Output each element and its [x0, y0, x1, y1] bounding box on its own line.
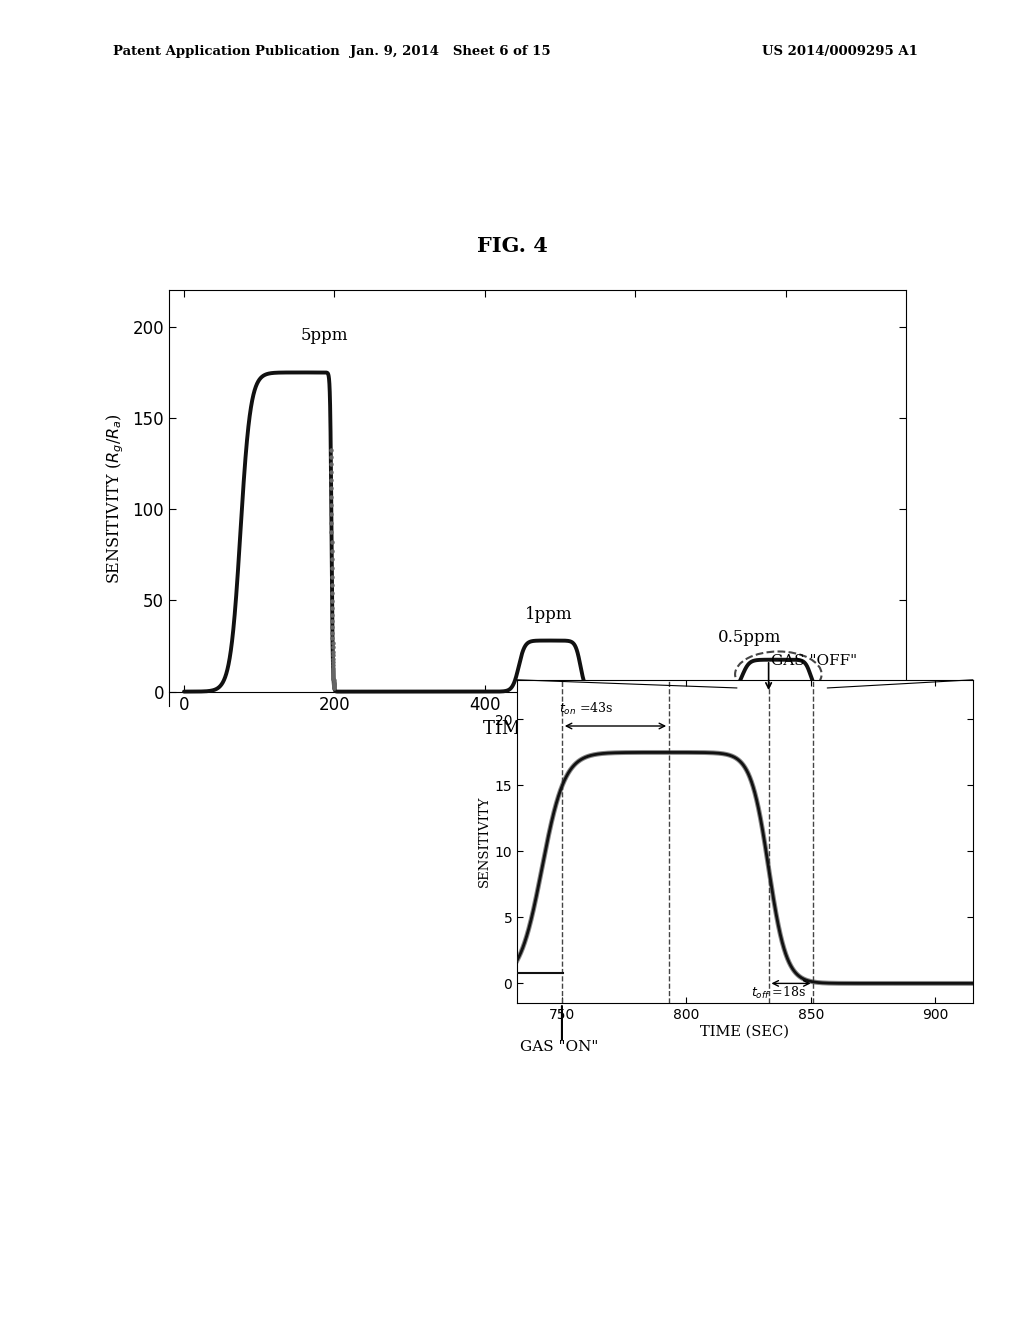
Text: 0.5ppm: 0.5ppm: [718, 630, 781, 647]
X-axis label: TIME (SEC): TIME (SEC): [700, 1024, 790, 1039]
Text: $t_{on}$ =43s: $t_{on}$ =43s: [559, 701, 613, 717]
Text: Jan. 9, 2014   Sheet 6 of 15: Jan. 9, 2014 Sheet 6 of 15: [350, 45, 551, 58]
X-axis label: TIME (SEC): TIME (SEC): [483, 719, 592, 738]
Text: $t_{off}$ =18s: $t_{off}$ =18s: [752, 985, 806, 1001]
Text: 5ppm: 5ppm: [301, 326, 348, 343]
Text: Patent Application Publication: Patent Application Publication: [113, 45, 339, 58]
Text: 1ppm: 1ppm: [525, 606, 572, 623]
Y-axis label: SENSITIVITY ($R_g$/$R_a$): SENSITIVITY ($R_g$/$R_a$): [103, 413, 126, 583]
Text: US 2014/0009295 A1: US 2014/0009295 A1: [762, 45, 918, 58]
Text: FIG. 4: FIG. 4: [476, 236, 548, 256]
Text: GAS "ON": GAS "ON": [520, 1040, 599, 1055]
Y-axis label: SENSITIVITY: SENSITIVITY: [477, 796, 490, 887]
Text: GAS "OFF": GAS "OFF": [771, 653, 857, 668]
